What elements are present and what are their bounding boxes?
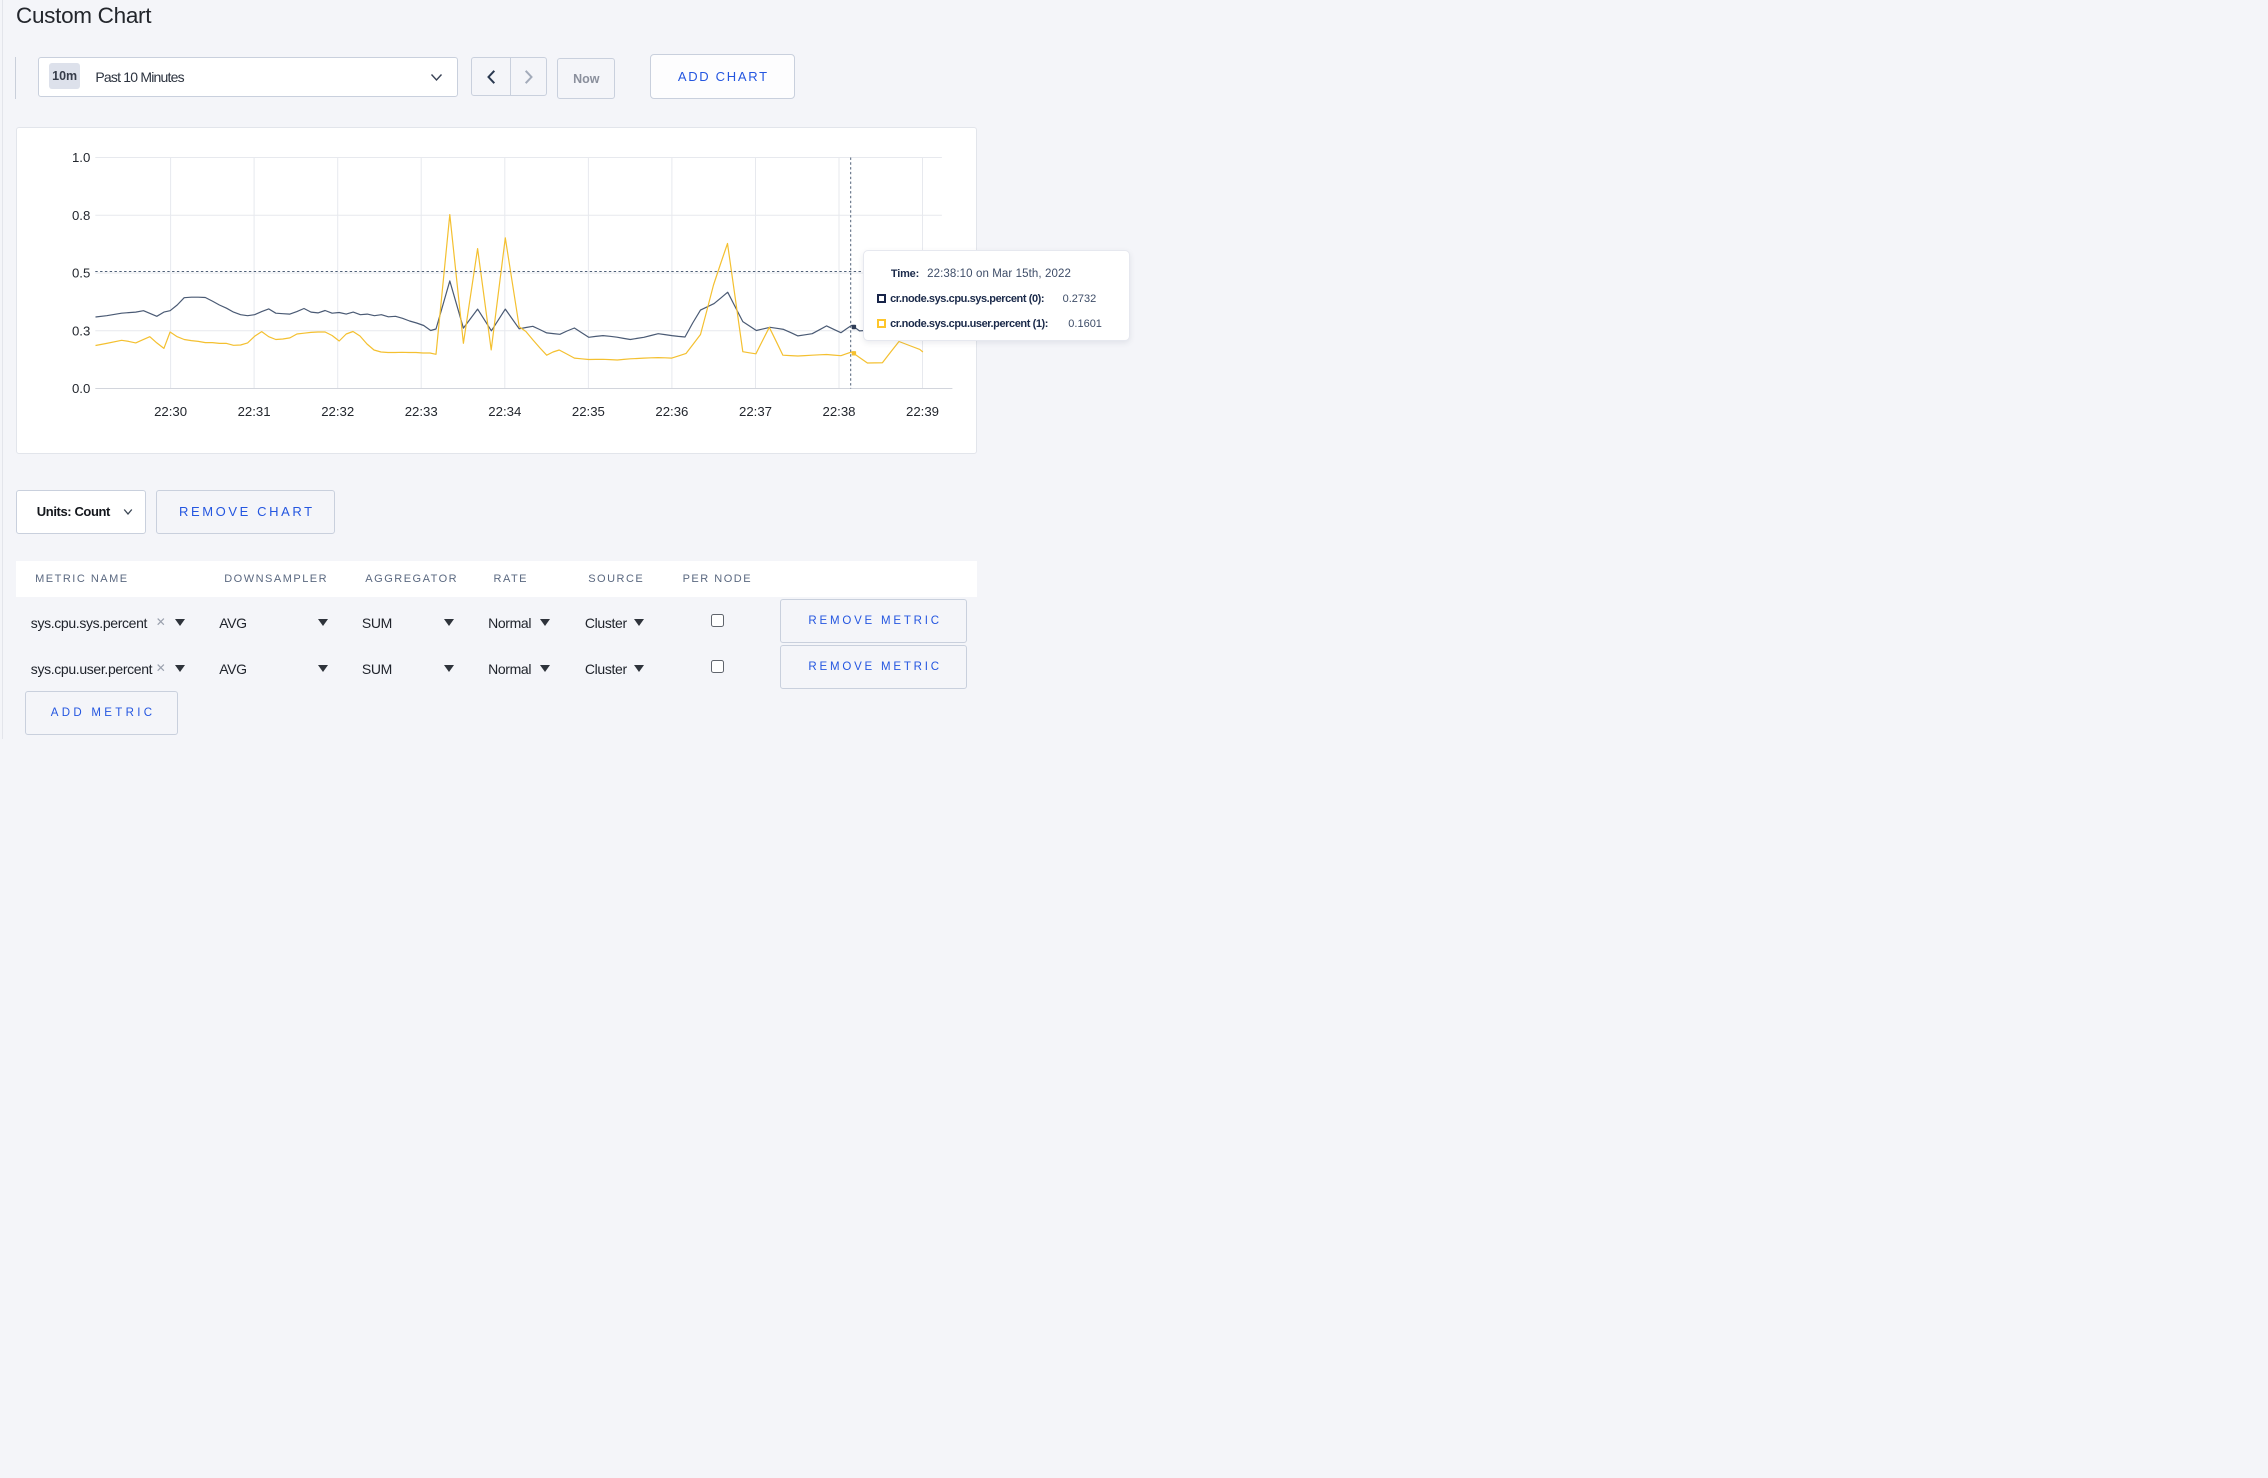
svg-text:1.0: 1.0 <box>72 150 90 165</box>
svg-text:0.8: 0.8 <box>72 208 90 223</box>
svg-text:22:33: 22:33 <box>405 404 438 419</box>
svg-text:22:36: 22:36 <box>655 404 688 419</box>
svg-text:22:39: 22:39 <box>906 404 939 419</box>
svg-text:22:37: 22:37 <box>739 404 772 419</box>
svg-text:22:35: 22:35 <box>572 404 605 419</box>
svg-text:22:30: 22:30 <box>154 404 187 419</box>
svg-text:0.5: 0.5 <box>72 266 90 281</box>
svg-text:22:32: 22:32 <box>321 404 354 419</box>
svg-text:0.3: 0.3 <box>72 323 90 338</box>
svg-text:22:31: 22:31 <box>238 404 271 419</box>
svg-text:22:34: 22:34 <box>488 404 521 419</box>
svg-text:0.0: 0.0 <box>72 381 90 396</box>
svg-text:22:38: 22:38 <box>822 404 855 419</box>
